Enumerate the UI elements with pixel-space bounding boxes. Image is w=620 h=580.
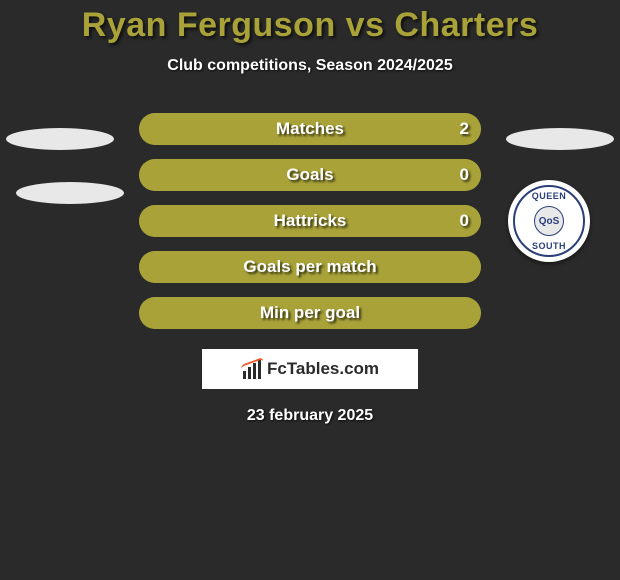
badge-center: QoS xyxy=(534,206,564,236)
brand-box: FcTables.com xyxy=(202,349,418,389)
stat-value-right: 0 xyxy=(460,165,469,185)
stat-label: Goals per match xyxy=(243,257,376,277)
stat-row-goals: Goals 0 xyxy=(139,159,481,191)
left-team-ellipse-1 xyxy=(6,128,114,150)
stat-row-hattricks: Hattricks 0 xyxy=(139,205,481,237)
badge-text-bot: SOUTH xyxy=(532,241,566,251)
badge-text-top: QUEEN xyxy=(532,191,567,201)
left-team-ellipse-2 xyxy=(16,182,124,204)
date-label: 23 february 2025 xyxy=(0,407,620,425)
team-badge-qos: QUEEN QoS SOUTH xyxy=(508,180,590,262)
subtitle: Club competitions, Season 2024/2025 xyxy=(0,57,620,75)
page-title: Ryan Ferguson vs Charters xyxy=(0,6,620,45)
stat-value-right: 2 xyxy=(460,119,469,139)
stat-value-right: 0 xyxy=(460,211,469,231)
stat-row-min-per-goal: Min per goal xyxy=(139,297,481,329)
stat-label: Goals xyxy=(286,165,333,185)
stat-row-goals-per-match: Goals per match xyxy=(139,251,481,283)
stat-row-matches: Matches 2 xyxy=(139,113,481,145)
stat-label: Min per goal xyxy=(260,303,360,323)
brand-text: FcTables.com xyxy=(267,359,379,379)
stat-label: Hattricks xyxy=(274,211,347,231)
bars-chart-icon xyxy=(241,359,263,379)
stat-label: Matches xyxy=(276,119,344,139)
right-team-ellipse xyxy=(506,128,614,150)
